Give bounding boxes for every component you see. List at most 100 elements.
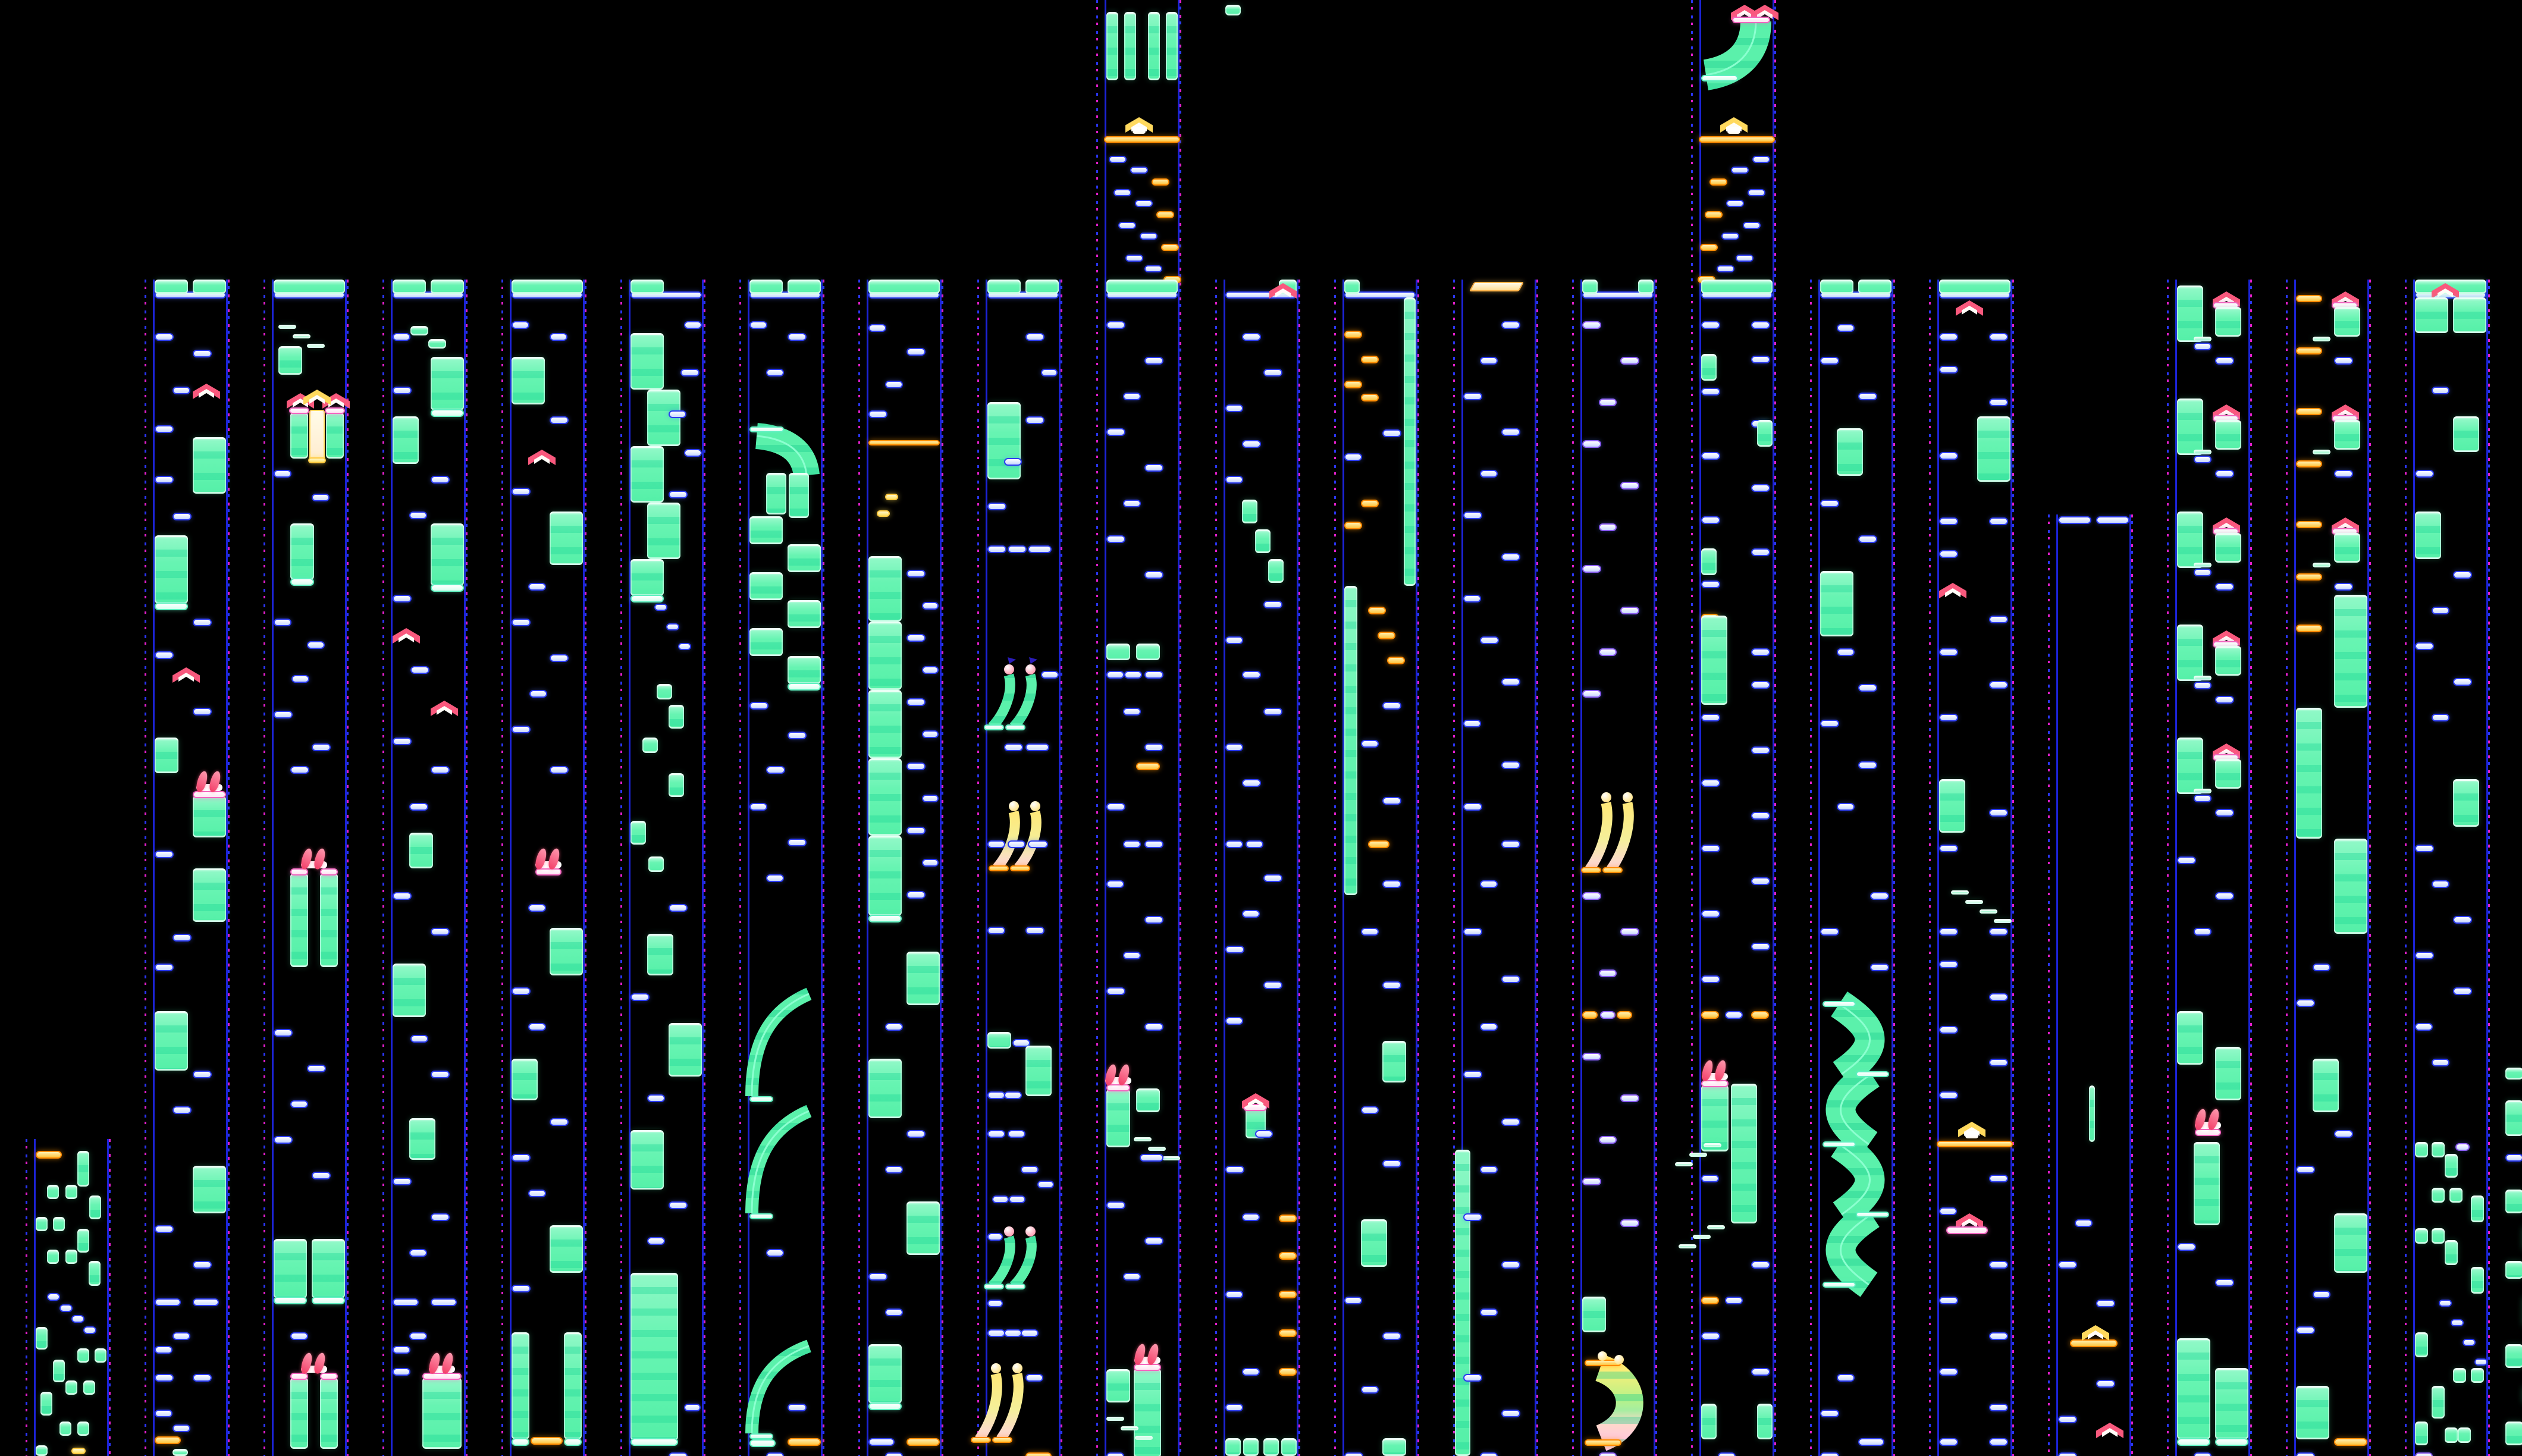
green-block bbox=[868, 836, 902, 916]
platform bbox=[550, 416, 569, 424]
green-block bbox=[2415, 1142, 2428, 1157]
platform bbox=[1021, 1166, 1039, 1173]
green-block bbox=[1106, 644, 1130, 660]
platform bbox=[1382, 880, 1401, 888]
platform-orange bbox=[2296, 347, 2322, 354]
green-block bbox=[868, 1059, 902, 1118]
platform bbox=[1939, 1026, 1958, 1034]
platform bbox=[2415, 1452, 2433, 1456]
platform bbox=[1701, 714, 1720, 721]
platform-orange bbox=[155, 1436, 181, 1444]
platform bbox=[2194, 456, 2212, 463]
platform bbox=[312, 743, 331, 751]
platform bbox=[1480, 357, 1498, 365]
platform bbox=[1501, 553, 1520, 561]
lane-border-dashed bbox=[1774, 0, 1776, 1456]
platform bbox=[1106, 987, 1125, 995]
green-block bbox=[1361, 1219, 1387, 1267]
mini-ledge bbox=[1134, 1137, 1152, 1141]
platform bbox=[528, 1023, 546, 1031]
stair-step bbox=[1113, 189, 1131, 196]
platform bbox=[155, 1346, 172, 1354]
green-block bbox=[868, 556, 902, 622]
platform bbox=[512, 987, 531, 995]
platform bbox=[1837, 648, 1855, 656]
slide-curve-center bbox=[756, 435, 808, 476]
arc-base bbox=[749, 1096, 773, 1102]
platform bbox=[1820, 1452, 1839, 1456]
stair-step bbox=[1156, 211, 1174, 218]
green-block bbox=[2453, 1368, 2466, 1383]
stair-step bbox=[1125, 255, 1143, 262]
green-block bbox=[89, 1195, 101, 1219]
lane-border-solid bbox=[1059, 280, 1061, 1456]
green-block bbox=[393, 964, 426, 1017]
platform bbox=[155, 1225, 174, 1233]
green-block bbox=[77, 1348, 89, 1363]
lane-border-solid bbox=[391, 280, 393, 1456]
tall-green-bar bbox=[2089, 1085, 2095, 1142]
platform bbox=[431, 409, 464, 417]
slide-base bbox=[1701, 75, 1738, 81]
platform bbox=[1989, 1332, 2008, 1340]
platform bbox=[2058, 1452, 2077, 1456]
gate-bar bbox=[1937, 1141, 2013, 1147]
platform bbox=[987, 1091, 1005, 1099]
lane-border-solid bbox=[629, 280, 630, 1456]
platform bbox=[2177, 1438, 2210, 1446]
green-block bbox=[47, 1250, 59, 1264]
platform bbox=[307, 641, 325, 649]
platform bbox=[1382, 429, 1401, 437]
platform bbox=[1858, 684, 1877, 692]
platform bbox=[1382, 981, 1401, 989]
lane-border-dashed bbox=[2286, 280, 2288, 1456]
platform bbox=[2194, 343, 2212, 350]
platform bbox=[2453, 678, 2472, 686]
mini-ledge bbox=[1675, 1162, 1693, 1166]
snake-cap bbox=[1856, 1212, 1889, 1217]
green-block bbox=[2432, 1228, 2445, 1244]
platform bbox=[630, 595, 664, 603]
lane-border-dashed bbox=[145, 280, 146, 1456]
platform-orange bbox=[1344, 522, 1362, 529]
platform bbox=[1989, 1438, 2008, 1446]
platform bbox=[1501, 428, 1520, 436]
platform bbox=[1701, 580, 1720, 588]
platform bbox=[1751, 356, 1770, 363]
platform bbox=[749, 1439, 776, 1447]
platform bbox=[1344, 1297, 1362, 1304]
platform bbox=[155, 651, 174, 659]
platform bbox=[1599, 523, 1617, 531]
platform bbox=[290, 1100, 308, 1108]
platform bbox=[2334, 470, 2353, 478]
green-block bbox=[2453, 416, 2479, 452]
green-block bbox=[749, 628, 783, 656]
platform bbox=[1701, 321, 1720, 329]
claw-bands bbox=[1009, 673, 1037, 730]
platform bbox=[906, 827, 926, 834]
lane-border-dashed bbox=[1453, 280, 1455, 1456]
platform-pink bbox=[1701, 1080, 1729, 1087]
platform-pink bbox=[290, 868, 308, 876]
lane-border-dashed bbox=[1810, 280, 1812, 1456]
green-block bbox=[1977, 416, 2010, 482]
platform bbox=[2463, 1339, 2476, 1346]
lane-border-solid bbox=[940, 280, 942, 1456]
green-block bbox=[77, 1229, 89, 1253]
green-block bbox=[630, 559, 664, 596]
platform bbox=[155, 1410, 172, 1417]
platform bbox=[550, 1118, 569, 1126]
platform bbox=[1501, 1410, 1520, 1417]
platform bbox=[868, 1402, 902, 1410]
green-block bbox=[83, 1380, 95, 1395]
lane-border-dashed bbox=[739, 280, 741, 1456]
lane-border-dashed bbox=[1298, 280, 1300, 1456]
platform bbox=[393, 738, 412, 745]
platform-orange bbox=[1136, 762, 1160, 770]
claw-bands bbox=[988, 1235, 1015, 1290]
platform bbox=[1751, 943, 1770, 950]
claw-base bbox=[1581, 867, 1601, 873]
platform bbox=[2474, 1358, 2488, 1366]
platform-orange bbox=[1701, 1297, 1719, 1304]
platform bbox=[1751, 681, 1770, 689]
